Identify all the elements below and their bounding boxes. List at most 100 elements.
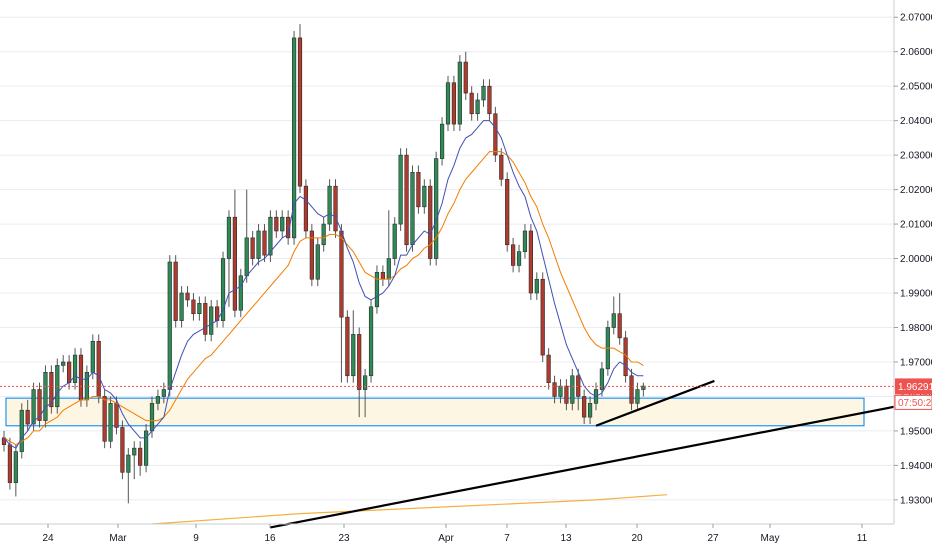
candle (629, 368, 634, 411)
long-ma-line (151, 494, 668, 525)
candle (220, 251, 226, 328)
candle-body-down (173, 261, 178, 321)
candle (250, 230, 255, 266)
price-tick-label: 2.02000 (900, 185, 932, 196)
candle (587, 396, 593, 425)
candle-body-down (528, 230, 533, 294)
grid-lines (0, 16, 894, 501)
time-tick-label: 24 (42, 533, 54, 544)
candle (445, 75, 451, 131)
candle (469, 86, 474, 121)
candle (345, 310, 350, 383)
candle-body-down (262, 230, 267, 256)
candle-body-down (357, 334, 362, 390)
candle (61, 355, 66, 373)
candle (564, 379, 569, 411)
candle (511, 237, 516, 273)
price-badges: 1.96291 07:50:22 (894, 378, 932, 410)
fast-moving-average (3, 120, 644, 449)
candle (516, 244, 522, 273)
candle-body-down (333, 185, 338, 232)
candle (19, 403, 24, 459)
candle (641, 382, 646, 397)
price-tick-label: 2.06000 (900, 47, 932, 58)
candle-body-up (143, 430, 149, 466)
candle-body-up (457, 61, 462, 125)
candle (404, 148, 409, 252)
candle-body-down (380, 272, 385, 280)
candle (209, 299, 214, 342)
candle-body-down (546, 354, 551, 383)
candle (31, 382, 36, 431)
candle (357, 327, 362, 418)
candle-body-down (469, 92, 474, 115)
time-axis[interactable]: 24 Mar 9 16 23 Apr 7 13 20 27 May 11 (0, 523, 894, 544)
candle-body-up (90, 340, 95, 373)
candle (72, 348, 78, 390)
candle-body-down (493, 113, 498, 156)
candle-body-up (599, 368, 605, 390)
time-tick-label: 11 (857, 533, 868, 544)
candle (534, 272, 539, 300)
candle (179, 286, 184, 328)
candle-body-down (37, 389, 42, 421)
candle-body-down (96, 340, 101, 397)
candle-body-down (303, 185, 309, 232)
candle (143, 424, 149, 473)
candle (96, 334, 101, 404)
candle-body-down (499, 154, 504, 180)
price-tick-label: 1.99000 (900, 289, 932, 300)
candle (351, 310, 356, 383)
candle-body-up (327, 185, 332, 225)
candle (303, 179, 309, 238)
candle-body-up (534, 278, 539, 294)
candle (327, 179, 332, 231)
price-axis[interactable]: 2.07000 2.06000 2.05000 2.04000 2.03000 2.020… (893, 0, 932, 524)
candle-body-down (67, 361, 72, 383)
time-tick-label: Apr (438, 533, 454, 544)
candle (457, 55, 462, 131)
candle-body-down (78, 354, 84, 401)
support-zone-rect (5, 397, 865, 427)
candle (570, 368, 575, 411)
candle-body-down (250, 237, 255, 259)
current-price-value: 1.96291 (898, 382, 932, 393)
candle (102, 389, 107, 449)
candle-body-down (120, 427, 125, 473)
candle (552, 375, 557, 404)
candle (191, 293, 196, 321)
candle (493, 106, 498, 163)
candle (185, 286, 190, 307)
candle-body-down (416, 172, 421, 208)
candle (274, 210, 279, 238)
candle-body-up (398, 154, 403, 225)
candle (25, 399, 30, 431)
candle-body-up (611, 313, 616, 328)
price-tick-label: 2.00000 (900, 254, 932, 265)
candle-body-up (13, 451, 18, 483)
price-tick-label: 2.01000 (900, 220, 932, 231)
candle (416, 165, 421, 214)
candle (546, 348, 551, 390)
candle (374, 265, 380, 314)
candle-body-up (31, 389, 36, 425)
candle (422, 179, 427, 214)
candle-body-down (232, 216, 237, 311)
candle-body-up (238, 275, 243, 311)
candle-body-down (102, 396, 107, 442)
candle-body-down (617, 313, 622, 339)
candle-body-down (114, 403, 119, 428)
price-tick-label: 1.97000 (900, 357, 932, 368)
candle-body-down (582, 396, 587, 418)
candle (398, 148, 403, 231)
candle-body-down (138, 447, 143, 466)
candle (505, 172, 510, 252)
candle (315, 237, 320, 287)
candle-body-down (203, 303, 208, 335)
candle-body-down (463, 61, 468, 94)
time-tick-label: 23 (338, 533, 350, 544)
candle-body-up (226, 216, 232, 259)
candle-body-up (197, 303, 202, 315)
